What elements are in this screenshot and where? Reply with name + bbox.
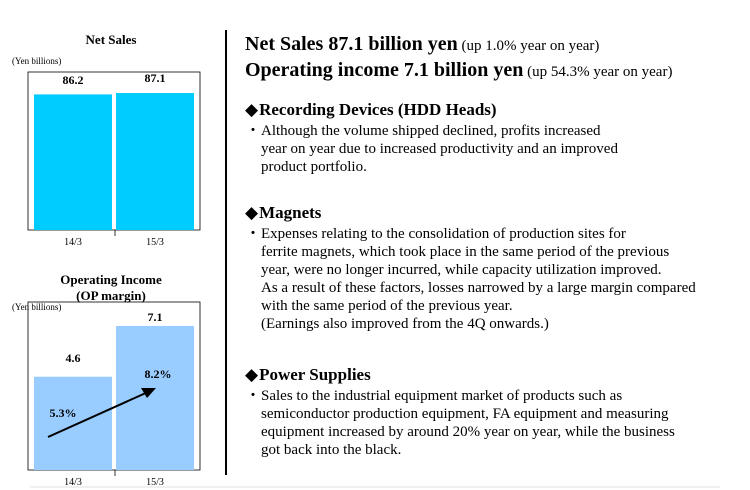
operating-income-title-line2: (OP margin) xyxy=(76,288,146,303)
operating-income-chart: Operating Income (OP margin) (Yen billio… xyxy=(12,272,201,488)
op-margin-label-15-3: 8.2% xyxy=(145,367,172,381)
op-margin-label-14-3: 5.3% xyxy=(50,406,77,420)
section-title: ◆Magnets xyxy=(245,203,322,222)
bullet-icon: ・ xyxy=(245,123,261,139)
diamond-icon: ◆ xyxy=(245,100,259,119)
section-recording-devices: ◆Recording Devices (HDD Heads) ・ Althoug… xyxy=(245,100,745,176)
net-sales-value-label-14-3: 86.2 xyxy=(63,73,84,87)
headline-operating-income-note: (up 54.3% year on year) xyxy=(523,64,673,80)
operating-income-bar-14-3 xyxy=(34,376,112,470)
headline-net-sales: Net Sales 87.1 billion yen (up 1.0% year… xyxy=(245,32,745,58)
operating-income-title-line1: Operating Income xyxy=(60,272,162,287)
bullet-icon: ・ xyxy=(245,388,261,404)
operating-income-category-14-3: 14/3 xyxy=(64,477,82,488)
section-body: ・ Although the volume shipped declined, … xyxy=(245,123,618,175)
operating-income-bar-15-3 xyxy=(116,326,194,470)
section-title: ◆Power Supplies xyxy=(245,365,371,384)
section-body: ・ Expenses relating to the consolidation… xyxy=(245,226,696,332)
net-sales-bar-15-3 xyxy=(116,93,194,230)
op-margin-trend-arrow xyxy=(47,391,149,438)
net-sales-category-14-3: 14/3 xyxy=(64,237,82,248)
section-title: ◆Recording Devices (HDD Heads) xyxy=(245,100,497,119)
headline-net-sales-main: Net Sales 87.1 billion yen xyxy=(245,33,458,55)
operating-income-category-15-3: 15/3 xyxy=(146,477,164,488)
section-magnets: ◆Magnets ・ Expenses relating to the cons… xyxy=(245,203,745,333)
operating-income-value-label-15-3: 7.1 xyxy=(148,310,163,324)
operating-income-value-label-14-3: 4.6 xyxy=(66,351,81,365)
net-sales-chart: Net Sales (Yen billions) 86.2 87.1 14/3 … xyxy=(12,32,201,248)
commentary-panel: Net Sales 87.1 billion yen (up 1.0% year… xyxy=(245,32,745,458)
net-sales-title: Net Sales xyxy=(86,32,137,47)
headline-operating-income: Operating income 7.1 billion yen (up 54.… xyxy=(245,58,745,84)
operating-income-plot-frame xyxy=(27,301,201,471)
section-body: ・ Sales to the industrial equipment mark… xyxy=(245,388,675,458)
net-sales-bar-14-3 xyxy=(34,94,112,230)
headline-net-sales-note: (up 1.0% year on year) xyxy=(457,38,600,54)
net-sales-unit-label: (Yen billions) xyxy=(12,56,61,66)
net-sales-plot-frame xyxy=(27,71,201,231)
section-power-supplies: ◆Power Supplies ・ Sales to the industria… xyxy=(245,365,745,459)
left-charts: Net Sales (Yen billions) 86.2 87.1 14/3 … xyxy=(12,32,201,488)
bottom-rule xyxy=(30,486,720,488)
net-sales-value-label-15-3: 87.1 xyxy=(145,71,166,85)
op-margin-arrowhead xyxy=(141,388,156,398)
bullet-icon: ・ xyxy=(245,226,261,242)
diamond-icon: ◆ xyxy=(245,365,259,384)
operating-income-unit-label: (Yen billions) xyxy=(12,302,61,312)
headline-operating-income-main: Operating income 7.1 billion yen xyxy=(245,59,524,81)
vertical-divider xyxy=(225,30,227,475)
diamond-icon: ◆ xyxy=(245,203,259,222)
net-sales-category-15-3: 15/3 xyxy=(146,237,164,248)
